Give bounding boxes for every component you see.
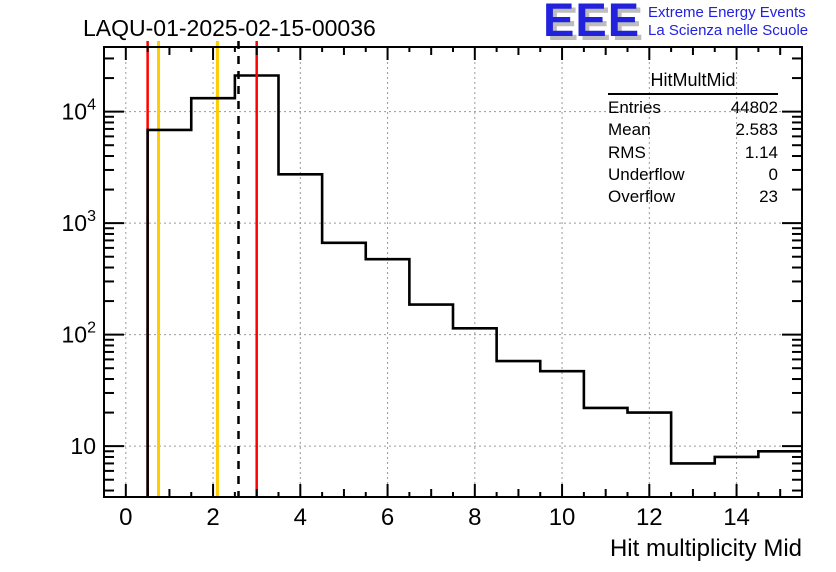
plot-title: LAQU-01-2025-02-15-00036 (83, 15, 376, 41)
x-tick-label: 6 (381, 504, 394, 531)
x-axis-title: Hit multiplicity Mid (610, 535, 802, 562)
histogram-outline (146, 74, 802, 497)
stats-box-title: HitMultMid (608, 70, 778, 95)
x-tick-label: 8 (468, 504, 481, 531)
x-tick-label: 4 (294, 504, 307, 531)
stats-row-underflow: Underflow 0 (608, 164, 778, 184)
y-tick-label: 103 (62, 208, 97, 236)
y-tick-label: 104 (62, 97, 97, 125)
eee-logo-line1: Extreme Energy Events (648, 4, 806, 21)
x-tick-label: 2 (206, 504, 219, 531)
y-tick-label: 10 (70, 433, 96, 459)
stats-box-rows: Entries 44802 Mean 2.583 RMS 1.14 Underflow 0 Ov… (608, 97, 778, 208)
eee-logo-line2: La Scienza nelle Scuole (648, 22, 809, 39)
eee-logo-text: Extreme Energy Events La Scienza nelle S… (648, 4, 808, 40)
stats-box: HitMultMid Entries 44802 Mean 2.583 RMS 1.14 U… (608, 70, 778, 208)
stats-row-overflow: Overflow 23 (608, 187, 778, 207)
stats-row-mean: Mean 2.583 (608, 120, 778, 140)
stats-row-entries: Entries 44802 (608, 98, 778, 117)
stats-row-rms: RMS 1.14 (608, 142, 778, 162)
x-tick-label: 0 (119, 504, 132, 531)
eee-logo: EEE Extreme Energy Events La Scienza nel… (543, 0, 808, 46)
y-tick-label: 102 (62, 320, 97, 348)
x-tick-label: 14 (723, 504, 750, 531)
x-tick-label: 12 (636, 504, 663, 531)
eee-logo-acronym: EEE (543, 0, 641, 46)
x-tick-label: 10 (549, 504, 576, 531)
